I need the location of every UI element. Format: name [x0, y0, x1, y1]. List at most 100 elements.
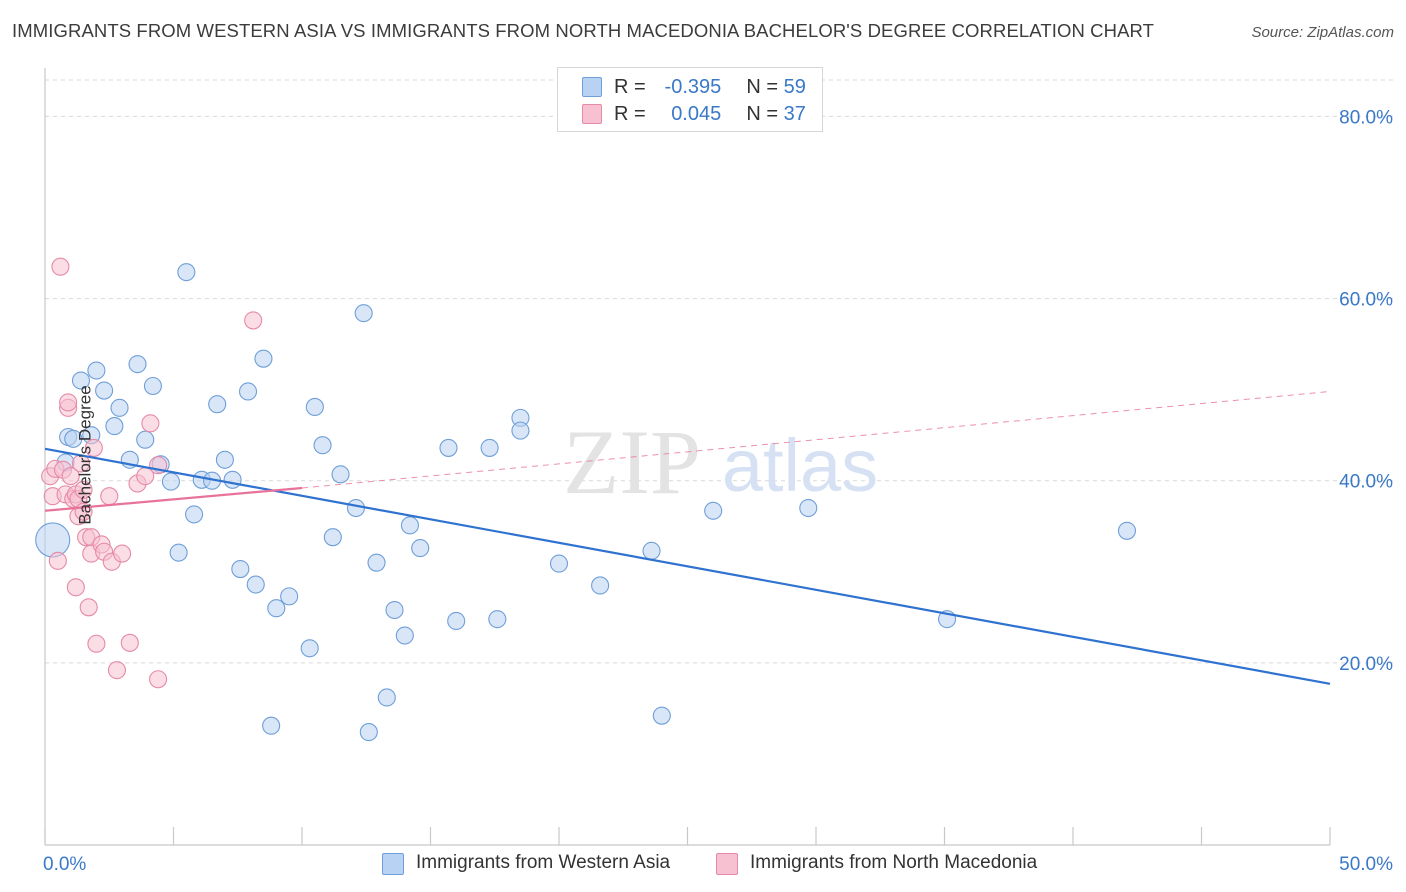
axis-layer [44, 68, 1331, 846]
point-western-asia [1117, 521, 1137, 540]
bottom-legend-label: Immigrants from Western Asia [416, 852, 671, 873]
legend-n-value: 59 [783, 76, 806, 98]
legend-n-label: N = [746, 76, 779, 98]
point-western-asia [223, 470, 242, 489]
source-label: Source: ZipAtlas.com [1251, 24, 1394, 41]
legend-n-value: 37 [783, 103, 806, 125]
point-western-asia [359, 723, 378, 742]
point-western-asia [652, 706, 671, 725]
y-axis-label: Bachelor's Degree [75, 385, 95, 525]
trendline-western-asia [44, 447, 1331, 685]
point-western-asia [280, 587, 299, 606]
point-western-asia [208, 395, 227, 414]
point-western-asia [185, 505, 204, 524]
point-western-asia [177, 263, 196, 282]
correlation-legend: R = -0.395 N = 59 R = 0.045 N = 37 [557, 67, 823, 132]
point-north-macedonia [87, 634, 106, 653]
point-western-asia [642, 541, 661, 560]
x-tick-label: 50.0% [1339, 854, 1393, 875]
point-western-asia [262, 716, 281, 735]
y-tick-label: 80.0% [1339, 107, 1393, 128]
watermark: ZIP atlas [563, 411, 878, 513]
watermark-zip: ZIP [563, 411, 701, 513]
grid-layer [45, 79, 1393, 664]
point-western-asia [128, 355, 147, 374]
point-western-asia [87, 361, 106, 380]
point-north-macedonia [51, 257, 70, 276]
point-western-asia [305, 397, 324, 416]
point-north-macedonia [66, 578, 85, 597]
point-western-asia [411, 539, 430, 558]
point-north-macedonia [120, 633, 139, 652]
point-western-asia [511, 421, 530, 440]
legend-r-label: R = [614, 76, 646, 98]
legend-r-value: -0.395 [664, 76, 722, 98]
point-western-asia [267, 599, 286, 618]
point-western-asia [35, 522, 71, 558]
bottom-legend-swatch-pink [716, 853, 738, 875]
point-western-asia [704, 501, 723, 520]
point-north-macedonia [244, 311, 263, 330]
point-western-asia [64, 429, 83, 448]
point-western-asia [591, 576, 610, 595]
bottom-legend-swatch-blue [382, 853, 404, 875]
point-western-asia [367, 553, 386, 572]
point-western-asia [447, 611, 466, 631]
point-north-macedonia [59, 393, 78, 412]
point-north-macedonia [141, 414, 160, 433]
point-north-macedonia [100, 487, 119, 506]
labels-layer: 20.0% 40.0% 60.0% 80.0% 0.0% 50.0% [43, 107, 1393, 875]
point-western-asia [238, 382, 258, 401]
chart-title: IMMIGRANTS FROM WESTERN ASIA VS IMMIGRAN… [12, 20, 1155, 41]
point-western-asia [377, 688, 396, 707]
y-tick-label: 20.0% [1339, 654, 1393, 675]
point-western-asia [71, 371, 91, 390]
points-layer [35, 257, 1137, 742]
point-western-asia [354, 304, 373, 323]
point-western-asia [95, 381, 114, 400]
point-western-asia [136, 430, 155, 449]
point-western-asia [143, 376, 162, 396]
point-western-asia [300, 639, 319, 658]
point-north-macedonia [149, 670, 168, 689]
point-north-macedonia [61, 467, 80, 486]
point-western-asia [110, 398, 129, 417]
point-north-macedonia [84, 438, 103, 457]
point-western-asia [439, 438, 458, 457]
trendline-north-macedonia-extended [301, 390, 1331, 489]
point-western-asia [161, 472, 180, 491]
point-western-asia [549, 554, 569, 573]
point-western-asia [480, 438, 499, 457]
x-tick-label: 0.0% [43, 854, 86, 875]
watermark-atlas: atlas [722, 424, 878, 507]
legend-r-label: R = [614, 103, 646, 125]
point-north-macedonia [48, 551, 67, 570]
point-north-macedonia [79, 598, 98, 617]
legend-swatch-blue [582, 77, 602, 97]
point-north-macedonia [74, 480, 93, 499]
point-western-asia [169, 543, 188, 562]
legend-n-label: N = [746, 103, 779, 125]
point-western-asia [105, 417, 124, 436]
point-north-macedonia [113, 544, 132, 563]
bottom-legend-label: Immigrants from North Macedonia [750, 852, 1038, 873]
point-western-asia [400, 516, 419, 535]
point-western-asia [254, 349, 273, 368]
legend-r-value: 0.045 [671, 103, 722, 125]
point-western-asia [313, 436, 332, 455]
point-western-asia [395, 626, 414, 645]
y-tick-label: 60.0% [1339, 290, 1393, 311]
point-western-asia [215, 450, 234, 469]
point-western-asia [346, 498, 366, 518]
point-western-asia [488, 610, 507, 629]
point-western-asia [385, 600, 404, 620]
legend-swatch-pink [582, 104, 602, 124]
point-western-asia [799, 498, 818, 518]
point-western-asia [246, 575, 265, 594]
trendline-north-macedonia [44, 486, 303, 512]
point-north-macedonia [107, 661, 127, 680]
point-western-asia [323, 528, 342, 547]
point-western-asia [231, 560, 250, 579]
point-western-asia [331, 465, 350, 484]
